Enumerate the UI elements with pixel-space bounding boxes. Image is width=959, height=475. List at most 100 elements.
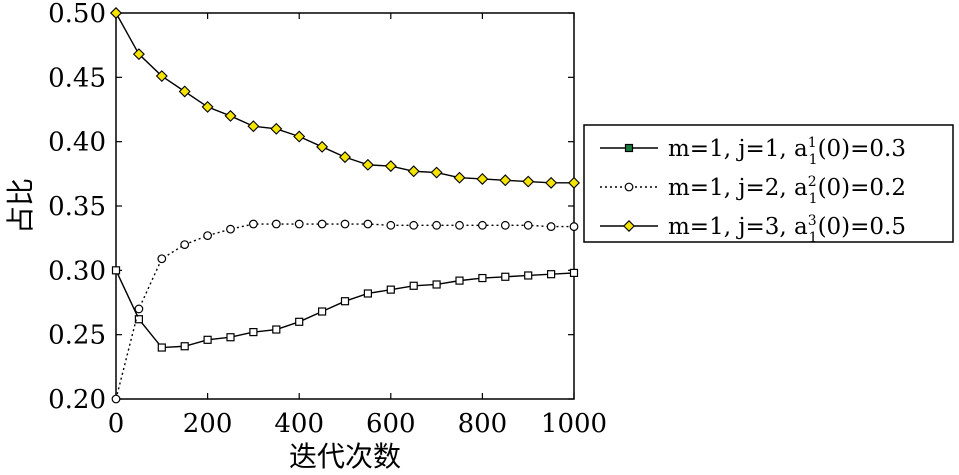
y-axis: 0.20 0.25 0.30 0.35 0.40 0.45 0.50 (48, 0, 574, 415)
series-1-point (111, 266, 121, 275)
series-1-point (180, 342, 189, 351)
series-3-point (132, 48, 145, 61)
legend-label-sup: 1 (808, 135, 817, 151)
legend-marker (623, 220, 635, 232)
series-1-point (249, 327, 258, 337)
series-3-point (476, 173, 489, 185)
legend-label-post: (0)=0.5 (818, 214, 906, 240)
series-3-point (201, 100, 214, 113)
plot-area (115, 12, 575, 400)
series-3-point (384, 160, 397, 173)
series-1-point (409, 281, 418, 290)
series-3-point (407, 165, 420, 178)
legend-box (583, 124, 954, 243)
series-1-point (226, 333, 235, 342)
legend-label-sup: 2 (808, 174, 817, 190)
legend-marker (624, 143, 634, 153)
series-1-point (295, 317, 304, 326)
series-2-point (500, 220, 510, 230)
series-2-point (180, 240, 190, 250)
series-2-point (340, 219, 350, 229)
series-1 (111, 266, 579, 352)
legend-item-2: m=1, j=2, a2 1(0)=0.2 (600, 174, 906, 207)
series-2-point (569, 222, 579, 231)
x-tick-label: 800 (458, 409, 508, 439)
series-3-point (568, 176, 580, 189)
series-3-point (110, 7, 122, 19)
series-2-point (317, 219, 327, 229)
legend-label-pre: m=1, j=3, a (668, 214, 808, 240)
x-tick-label: 400 (274, 409, 324, 439)
series-3-point (316, 140, 329, 153)
series-1-point (569, 268, 579, 278)
legend-label-sub: 1 (809, 152, 818, 168)
series-2-point (294, 219, 304, 229)
series-3-point (247, 120, 260, 133)
legend-label-pre: m=1, j=1, a (668, 136, 808, 162)
x-axis-title: 迭代次数 (289, 440, 401, 473)
series-3-point (361, 158, 374, 171)
series-1-point (318, 307, 327, 316)
series-2-point (478, 220, 487, 230)
y-tick-label: 0.30 (48, 256, 106, 286)
series-3-point (453, 171, 466, 184)
series-1-point (363, 289, 372, 298)
series-1-point (524, 271, 533, 280)
series-1-point (546, 270, 556, 279)
legend-item-1: m=1, j=1, a1 1(0)=0.3 (600, 135, 906, 168)
series-3-point (522, 175, 535, 188)
series-1-point (432, 280, 441, 289)
series-3-point (499, 174, 512, 187)
series-3-point (155, 70, 168, 83)
x-tick-label: 1000 (541, 409, 607, 439)
series-2-point (363, 219, 373, 229)
series-2-point (226, 224, 235, 234)
series-1-point (386, 285, 395, 294)
y-tick-label: 0.50 (48, 0, 106, 29)
y-tick-label: 0.45 (48, 63, 106, 93)
series-2-point (386, 220, 396, 230)
y-tick-label: 0.40 (48, 128, 106, 158)
series-2-point (409, 220, 419, 230)
series-2-point (248, 219, 258, 229)
legend-label-sup: 3 (808, 213, 817, 229)
x-axis: 0 200 400 600 800 1000 (108, 13, 607, 439)
legend-label: m=1, j=2, a2 1(0)=0.2 (668, 174, 906, 207)
series-2-point (203, 231, 213, 240)
legend-label-sub: 1 (809, 230, 818, 246)
y-axis-title: 占比 (4, 178, 37, 234)
series-3-point (430, 166, 443, 179)
x-tick-label: 0 (108, 409, 125, 439)
series-layer (110, 7, 580, 404)
legend: m=1, j=1, a1 1(0)=0.3m=1, j=2, a2 1(0)=0.2… (583, 124, 954, 246)
series-1-point (272, 325, 281, 334)
series-2-point (157, 254, 167, 264)
series-3-point (178, 85, 191, 98)
series-2-point (271, 219, 281, 229)
y-tick-label: 0.35 (48, 192, 106, 222)
series-3-point (545, 176, 558, 189)
series-1-point (134, 315, 143, 324)
series-2-point (546, 222, 556, 231)
legend-label: m=1, j=1, a1 1(0)=0.3 (668, 135, 906, 168)
x-tick-label: 200 (183, 409, 233, 439)
series-3-point (224, 109, 237, 122)
series-1-point (501, 272, 510, 281)
series-2 (111, 219, 579, 404)
legend-marker (624, 182, 634, 192)
series-1-point (157, 343, 166, 352)
series-1-point (203, 335, 212, 344)
series-3-point (293, 130, 306, 143)
legend-label-pre: m=1, j=2, a (668, 175, 808, 201)
series-2-line (115, 223, 574, 400)
series-3-point (339, 151, 351, 164)
legend-label-post: (0)=0.2 (818, 175, 906, 201)
series-2-point (134, 304, 144, 314)
y-tick-label: 0.20 (48, 385, 106, 415)
series-3 (110, 7, 580, 189)
series-2-point (523, 220, 533, 230)
series-1-point (478, 273, 487, 283)
legend-label-sub: 1 (809, 191, 818, 207)
series-2-point (455, 220, 464, 230)
